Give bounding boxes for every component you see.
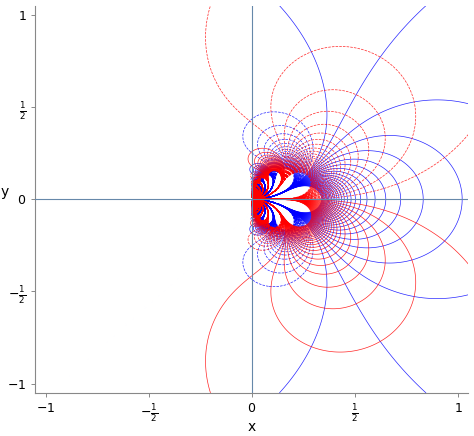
Y-axis label: y: y (1, 185, 9, 199)
X-axis label: x: x (248, 420, 256, 434)
